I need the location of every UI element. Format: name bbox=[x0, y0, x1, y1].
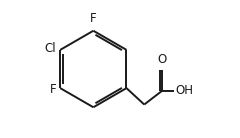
Text: O: O bbox=[158, 53, 167, 66]
Text: OH: OH bbox=[175, 84, 193, 97]
Text: F: F bbox=[90, 12, 97, 25]
Text: Cl: Cl bbox=[44, 42, 56, 55]
Text: F: F bbox=[49, 83, 56, 96]
